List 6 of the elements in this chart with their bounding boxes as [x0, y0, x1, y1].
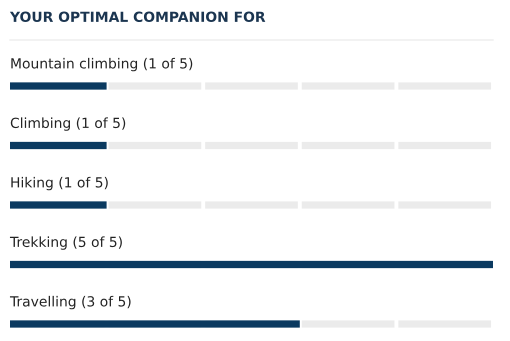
y-tick-label: Travelling (3 of 5) [10, 296, 131, 310]
y-tick-label: Trekking (5 of 5) [10, 236, 122, 250]
chart-title: YOUR OPTIMAL COMPANION FOR [10, 12, 266, 22]
y-tick-label: Climbing (1 of 5) [10, 117, 126, 131]
y-tick-label: Hiking (1 of 5) [11, 176, 108, 190]
y-tick-label: Mountain climbing (1 of 5) [11, 58, 192, 72]
